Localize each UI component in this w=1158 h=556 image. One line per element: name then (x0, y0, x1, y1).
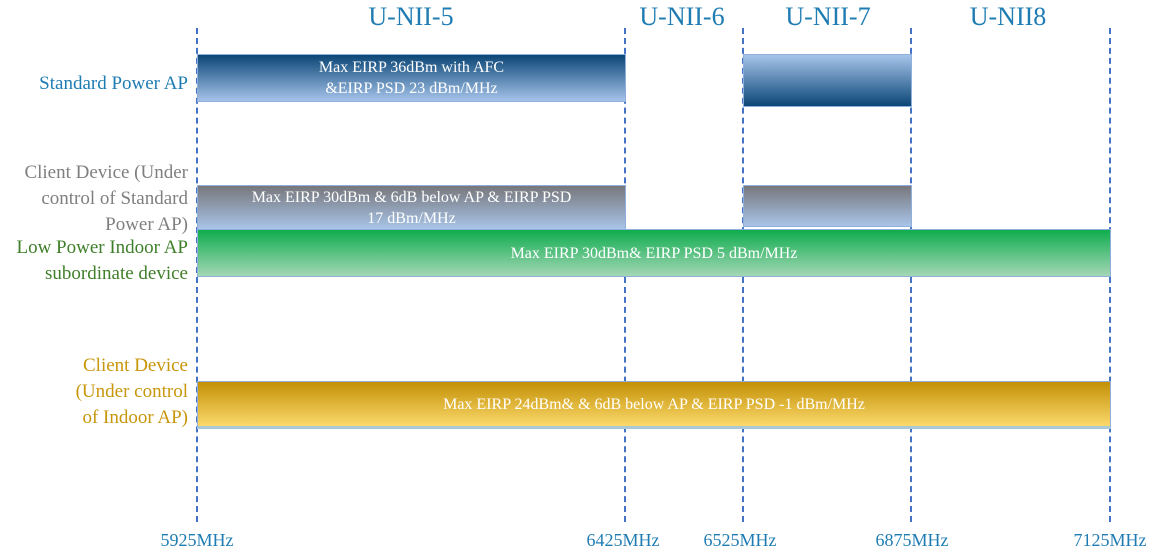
freq-label-5925: 5925MHz (160, 530, 234, 550)
bar-client-indoor: Max EIRP 24dBm& & 6dB below AP & EIRP PS… (197, 381, 1111, 429)
band-label-unii6: U-NII-6 (639, 2, 725, 31)
bar-client-sp-unii7 (743, 185, 912, 227)
freq-label-6525: 6525MHz (703, 530, 777, 550)
bar-lpi-ap: Max EIRP 30dBm& EIRP PSD 5 dBm/MHz (197, 229, 1111, 277)
row-label-client-indoor: Client Device (Under control of Indoor A… (75, 355, 188, 428)
band-label-unii7: U-NII-7 (785, 2, 871, 31)
row-label-client-sp: Client Device (Under control of Standard… (24, 162, 188, 235)
band-label-unii5: U-NII-5 (368, 2, 454, 31)
freq-label-7125: 7125MHz (1073, 530, 1147, 550)
bar-standard-power-unii5: Max EIRP 36dBm with AFC &EIRP PSD 23 dBm… (197, 54, 626, 102)
freq-label-6425: 6425MHz (586, 530, 660, 550)
freq-label-6875: 6875MHz (875, 530, 949, 550)
bar-client-sp-unii5: Max EIRP 30dBm & 6dB below AP & EIRP PSD… (197, 185, 626, 230)
row-label-lpi-ap: Low Power Indoor AP subordinate device (16, 237, 188, 284)
bar-standard-power-unii7 (743, 54, 912, 107)
band-label-unii8: U-NII8 (969, 2, 1047, 31)
row-label-standard-power-ap: Standard Power AP (39, 73, 188, 94)
